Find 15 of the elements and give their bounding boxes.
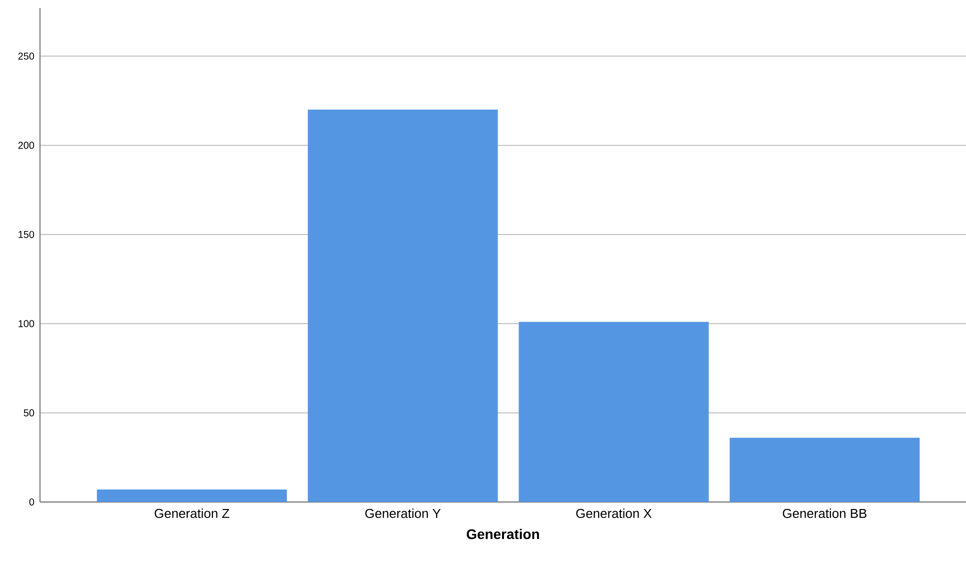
y-tick-label: 250 bbox=[18, 52, 34, 60]
bar bbox=[730, 438, 920, 502]
x-tick-label: Generation X bbox=[576, 508, 652, 518]
y-tick-label: 50 bbox=[24, 409, 34, 416]
x-tick-label: Generation Z bbox=[154, 508, 230, 518]
x-tick-label: Generation BB bbox=[782, 508, 866, 518]
y-tick-label: 100 bbox=[18, 320, 34, 328]
bar bbox=[308, 110, 498, 502]
y-tick-label: 150 bbox=[18, 230, 34, 238]
bar bbox=[96, 490, 287, 502]
y-tick-label: 200 bbox=[18, 142, 34, 149]
y-tick-label: 0 bbox=[29, 498, 34, 506]
x-axis-title: Generation bbox=[466, 528, 539, 540]
bar bbox=[518, 322, 709, 502]
x-tick-label: Generation Y bbox=[365, 508, 441, 518]
